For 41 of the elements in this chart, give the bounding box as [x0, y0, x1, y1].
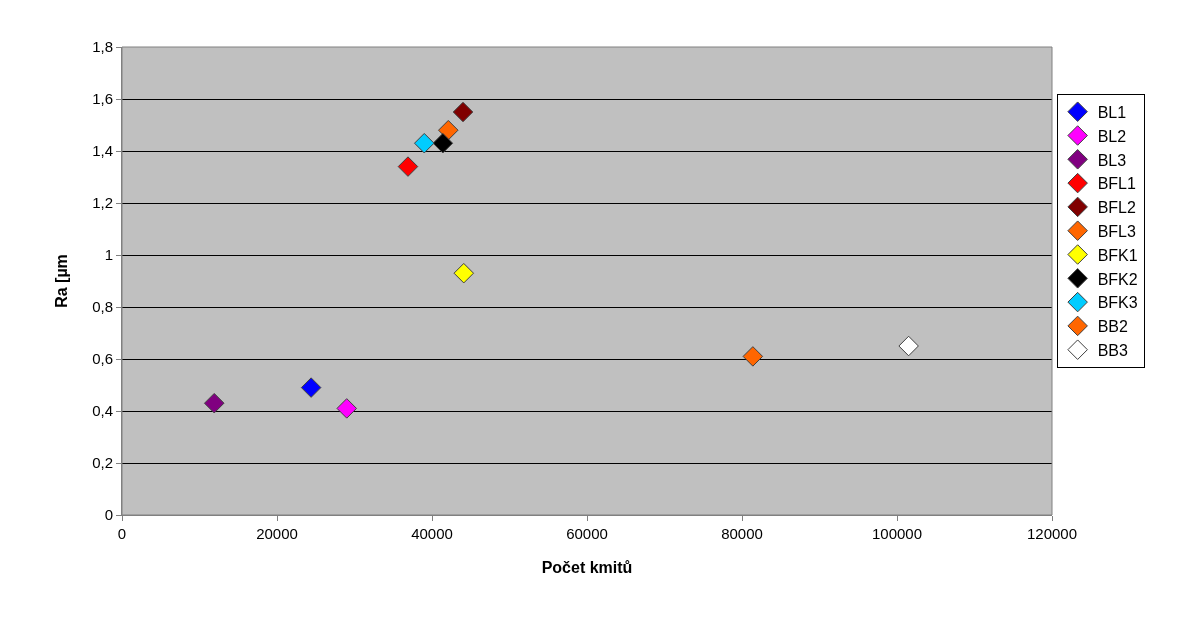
x-tick-label: 120000: [1026, 525, 1078, 542]
point: [397, 156, 419, 177]
point: [336, 398, 357, 419]
legend-label: BL3: [1097, 151, 1127, 169]
y-tick-label: 0: [104, 506, 113, 524]
point: [453, 262, 475, 284]
x-tick-label: 80000: [721, 525, 763, 542]
y-tick-label: 1: [104, 246, 113, 264]
y-tick-label: 1,4: [92, 142, 113, 160]
y-tick-label: 0,8: [92, 298, 113, 316]
point: [438, 119, 459, 141]
legend-label: BFL1: [1097, 175, 1136, 193]
point: [742, 346, 764, 367]
x-tick-label: 20000: [256, 525, 298, 542]
legend-label: BFL3: [1097, 222, 1136, 240]
point: [452, 101, 474, 123]
x-tick-label: 40000: [411, 525, 453, 542]
y-tick-label: 1,2: [92, 194, 113, 212]
y-tick-label: 1,6: [92, 90, 113, 108]
point: [414, 132, 435, 154]
legend-label: BFK2: [1097, 270, 1138, 288]
point: [432, 132, 454, 154]
legend-label: BB2: [1097, 318, 1128, 336]
y-tick-label: 0,2: [92, 454, 113, 472]
legend-label: BL1: [1097, 103, 1127, 121]
legend-label: BFK1: [1097, 246, 1138, 264]
point: [898, 335, 919, 357]
x-axis-title: Počet kmitů: [541, 558, 633, 576]
y-tick-label: 0,4: [92, 402, 113, 420]
legend-label: BB3: [1097, 341, 1128, 359]
x-tick-label: 60000: [566, 525, 608, 542]
y-tick-label: 0,6: [92, 350, 113, 368]
legend-label: BFL2: [1097, 199, 1136, 217]
legend-label: BFK3: [1097, 294, 1138, 312]
x-tick-label: 100000: [871, 525, 923, 542]
y-tick-label: 1,8: [92, 38, 113, 56]
x-tick-label: 0: [117, 525, 127, 542]
legend-label: BL2: [1097, 127, 1127, 145]
point: [203, 392, 225, 414]
point: [300, 377, 322, 398]
y-axis-title: Ra [µm: [53, 254, 71, 308]
